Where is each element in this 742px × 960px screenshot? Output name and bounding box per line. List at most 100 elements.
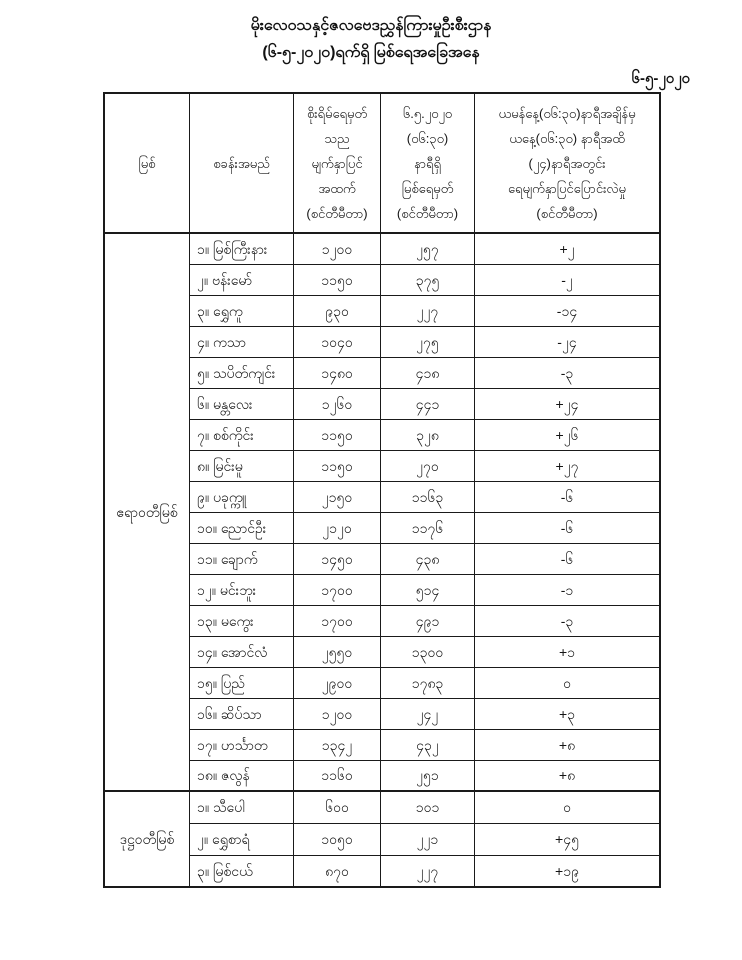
- station-name-cell: ၁၄။ အောင်လံ: [189, 635, 294, 668]
- table-row: ဒုဋ္ဌဝတီမြစ် ၁။ သီပေါ ၆၀၀ ၁၀၁၀: [103, 790, 661, 888]
- table-row: ၁၄။ အောင်လံ ၂၅၅၀ ၁၃၀၀ +၁: [104, 635, 661, 668]
- level-change-cell: +၂၇: [474, 449, 661, 482]
- danger-level-cell: ၂၅၅၀: [293, 635, 381, 668]
- level-change-cell: +၂၆: [474, 418, 661, 451]
- document-subtitle: (၆-၅-၂၀၂၀)ရက်ရှိ မြစ်ရေအခြေအနေ: [262, 44, 480, 61]
- danger-level-cell: ၁၃၄၂: [293, 728, 381, 761]
- river-name-cell: ဒုဋ္ဌဝတီမြစ်: [103, 790, 190, 888]
- water-level-cell: ၁၁၇၆: [380, 511, 475, 544]
- level-change-cell: +၁: [474, 635, 661, 668]
- water-level-cell: ၁၇၈၃: [380, 666, 475, 699]
- table-row: ၁၁။ ချောက် ၁၄၅၀ ၄၃၈ -၆: [104, 542, 661, 575]
- water-level-cell: ၃၇၅: [380, 263, 475, 296]
- table-row: ၁၈။ ဇလွန် ၁၁၆၀ ၂၅၁ +၈: [104, 759, 661, 792]
- station-name-cell: ၁၇။ ဟင်္သာတ: [189, 728, 294, 761]
- station-name-cell: ၁၂။ မင်းဘူး: [189, 573, 294, 606]
- water-level-cell: ၂၇၅: [380, 325, 475, 358]
- water-level-cell: ၂၄၂: [380, 697, 475, 730]
- header-danger-level: စိုးရိမ်ရေမှတ် သည မျက်နှာပြင် အထက် (စင်တ…: [293, 92, 381, 234]
- water-level-cell: ၄၃၈: [380, 542, 475, 575]
- danger-level-cell: ၁၁၅၀: [293, 263, 381, 296]
- water-level-cell: ၁၁၆၃: [380, 480, 475, 513]
- danger-level-cell: ၁၁၅၀: [293, 418, 381, 451]
- level-change-cell: ၀: [474, 790, 661, 824]
- level-change-cell: -၂၄: [474, 325, 661, 358]
- level-change-cell: +၈: [474, 759, 661, 792]
- danger-level-cell: ၁၁၅၀: [293, 449, 381, 482]
- level-change-cell: -၃: [474, 604, 661, 637]
- danger-level-cell: ၂၉၀၀: [293, 666, 381, 699]
- station-name-cell: ၁၆။ ဆိပ်သာ: [189, 697, 294, 730]
- danger-level-cell: ၆၀၀: [293, 790, 381, 824]
- station-name-cell: ၁၀။ ညောင်ဦး: [189, 511, 294, 544]
- report-date: ၆-၅-၂၀၂၀: [631, 70, 690, 87]
- water-level-cell: ၂၂၇: [380, 854, 475, 888]
- header-river: မြစ်: [103, 92, 190, 234]
- table-row: ၄။ ကသာ ၁၀၄၀ ၂၇၅ -၂၄: [104, 325, 661, 358]
- level-change-cell: -၁: [474, 573, 661, 606]
- station-name-cell: ၁၈။ ဇလွန်: [189, 759, 294, 792]
- danger-level-cell: ၁၄၈၀: [293, 356, 381, 389]
- level-change-cell: -၁၄: [474, 294, 661, 327]
- table-row: ၉။ ပခုက္ကူ ၂၁၅၀ ၁၁၆၃ -၆: [104, 480, 661, 513]
- water-level-cell: ၄၄၁: [380, 387, 475, 420]
- danger-level-cell: ၈၇၀: [293, 854, 381, 888]
- water-level-cell: ၁၀၁: [380, 790, 475, 824]
- table-row: ၁၂။ မင်းဘူး ၁၇၀၀ ၅၁၄ -၁: [104, 573, 661, 606]
- station-name-cell: ၅။ သပိတ်ကျင်း: [189, 356, 294, 389]
- river-name-cell: ဧရာဝတီမြစ်: [103, 232, 190, 792]
- danger-level-cell: ၂၁၅၀: [293, 480, 381, 513]
- danger-level-cell: ၁၂၆၀: [293, 387, 381, 420]
- document-title: မိုးလေဝသနှင့်ဇလဗေဒညွှန်ကြားမှုဦးစီးဌာန: [250, 17, 492, 34]
- danger-level-cell: ၁၂၀၀: [293, 697, 381, 730]
- danger-level-cell: ၁၇၀၀: [293, 604, 381, 637]
- water-level-cell: ၄၃၂: [380, 728, 475, 761]
- water-level-cell: ၂၇၀: [380, 449, 475, 482]
- table-row: ၁၆။ ဆိပ်သာ ၁၂၀၀ ၂၄၂ +၃: [104, 697, 661, 730]
- station-name-cell: ၆။ မန္တလေး: [189, 387, 294, 420]
- station-name-cell: ၁၅။ ပြည်: [189, 666, 294, 699]
- danger-level-cell: ၁၀၅၀: [293, 822, 381, 856]
- station-name-cell: ၁၃။ မကွေး: [189, 604, 294, 637]
- title-block: မိုးလေဝသနှင့်ဇလဗေဒညွှန်ကြားမှုဦးစီးဌာန (…: [0, 0, 742, 66]
- table-header: မြစ် စခန်းအမည် စိုးရိမ်ရေမှတ် သည မျက်နှာ…: [103, 92, 661, 234]
- level-change-cell: +၂: [474, 232, 661, 265]
- level-change-cell: +၈: [474, 728, 661, 761]
- level-change-cell: -၆: [474, 542, 661, 575]
- station-name-cell: ၁၁။ ချောက်: [189, 542, 294, 575]
- station-name-cell: ၉။ ပခုက္ကူ: [189, 480, 294, 513]
- water-level-cell: ၅၁၄: [380, 573, 475, 606]
- water-level-cell: ၂၂၇: [380, 294, 475, 327]
- station-name-cell: ၁။ သီပေါ: [189, 790, 294, 824]
- danger-level-cell: ၁၂၀၀: [293, 232, 381, 265]
- table-row: ၁၃။ မကွေး ၁၇၀၀ ၄၉၁ -၃: [104, 604, 661, 637]
- header-row: မြစ် စခန်းအမည် စိုးရိမ်ရေမှတ် သည မျက်နှာ…: [103, 92, 661, 234]
- table-body: ဧရာဝတီမြစ် ၁။ မြစ်ကြီးနား ၁၂၀၀ ၂၅၇ +၂ ၂။ ဗန်း…: [103, 232, 661, 888]
- table-row: ဧရာဝတီမြစ် ၁။ မြစ်ကြီးနား ၁၂၀၀ ၂၅၇ +၂: [103, 232, 661, 792]
- header-current-level: ၆.၅.၂၀၂၀ (၀၆:၃၀) နာရီရှိ မြစ်ရေမှတ် (စင်…: [380, 92, 475, 234]
- level-change-cell: -၆: [474, 480, 661, 513]
- level-change-cell: +၂၄: [474, 387, 661, 420]
- danger-level-cell: ၂၁၂၀: [293, 511, 381, 544]
- table-row: ၁၅။ ပြည် ၂၉၀၀ ၁၇၈၃၀: [104, 666, 661, 699]
- station-name-cell: ၁။ မြစ်ကြီးနား: [189, 232, 294, 265]
- level-change-cell: -၆: [474, 511, 661, 544]
- danger-level-cell: ၁၄၅၀: [293, 542, 381, 575]
- station-name-cell: ၄။ ကသာ: [189, 325, 294, 358]
- danger-level-cell: ၁၇၀၀: [293, 573, 381, 606]
- water-level-cell: ၂၅၁: [380, 759, 475, 792]
- table-row: ၂။ ဗန်းမော် ၁၁၅၀ ၃၇၅ -၂: [104, 263, 661, 296]
- table-row: ၃။ မြစ်ငယ် ၈၇၀ ၂၂၇ +၁၉: [104, 854, 661, 888]
- level-change-cell: ၀: [474, 666, 661, 699]
- water-level-cell: ၃၂၈: [380, 418, 475, 451]
- level-change-cell: +၃: [474, 697, 661, 730]
- level-change-cell: -၂: [474, 263, 661, 296]
- river-water-level-table: မြစ် စခန်းအမည် စိုးရိမ်ရေမှတ် သည မျက်နှာ…: [103, 92, 661, 888]
- water-level-cell: ၂၂၁: [380, 822, 475, 856]
- water-level-cell: ၂၅၇: [380, 232, 475, 265]
- table-row: ၆။ မန္တလေး ၁၂၆၀ ၄၄၁ +၂၄: [104, 387, 661, 420]
- danger-level-cell: ၉၃၀: [293, 294, 381, 327]
- water-level-cell: ၄၉၁: [380, 604, 475, 637]
- water-level-cell: ၄၁၈: [380, 356, 475, 389]
